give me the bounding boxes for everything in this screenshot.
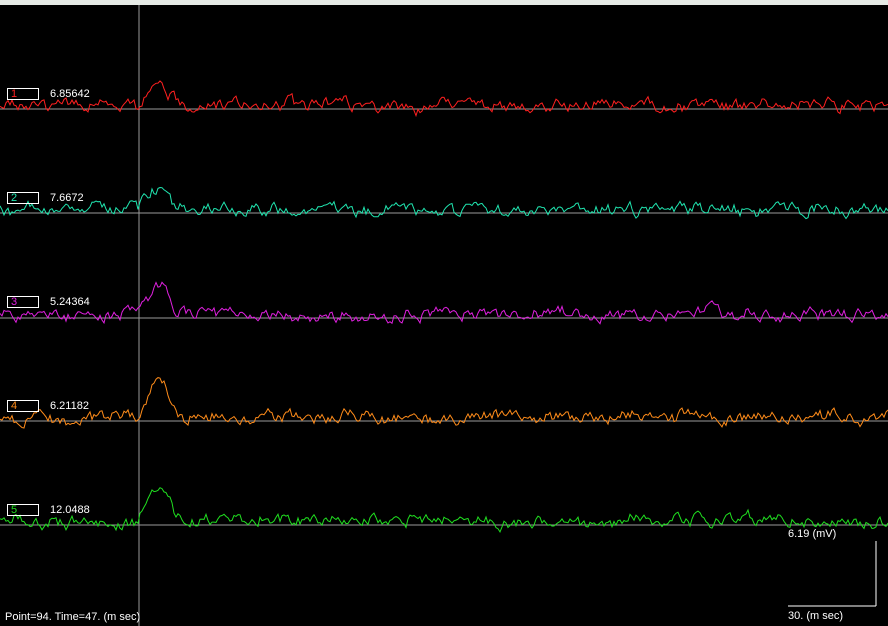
- channel-3-waveform: [0, 281, 888, 325]
- channel-4-value: 6.21182: [50, 400, 89, 412]
- channel-4-number: 4: [11, 400, 18, 412]
- channel-1-number: 1: [11, 88, 18, 100]
- channel-5-value: 12.0488: [50, 504, 90, 516]
- amplitude-scale-label: 6.19 (mV): [788, 528, 837, 540]
- waveforms: [0, 80, 888, 534]
- channel-1-waveform: [0, 80, 888, 118]
- channel-4-label-box[interactable]: 4: [7, 400, 39, 412]
- channel-5-waveform: [0, 487, 888, 534]
- channel-2-value: 7.6672: [50, 192, 84, 204]
- channel-2-label-box[interactable]: 2: [7, 192, 39, 204]
- channel-2-waveform: [0, 186, 888, 220]
- channel-4-waveform: [0, 377, 888, 429]
- channel-5-label-box[interactable]: 5: [7, 504, 39, 516]
- time-scale-label: 30. (m sec): [788, 610, 844, 622]
- scale-bar: [788, 541, 877, 607]
- channel-3-label-box[interactable]: 3: [7, 296, 39, 308]
- channel-1-value: 6.85642: [50, 88, 90, 100]
- channel-5-number: 5: [11, 504, 18, 516]
- channel-3-number: 3: [11, 296, 18, 308]
- channel-3-value: 5.24364: [50, 296, 90, 308]
- baselines: [0, 108, 888, 526]
- status-readout: Point=94. Time=47. (m sec): [5, 611, 141, 623]
- channel-1-label-box[interactable]: 1: [7, 88, 39, 100]
- window-top-strip: [0, 0, 888, 5]
- channel-2-number: 2: [11, 192, 18, 204]
